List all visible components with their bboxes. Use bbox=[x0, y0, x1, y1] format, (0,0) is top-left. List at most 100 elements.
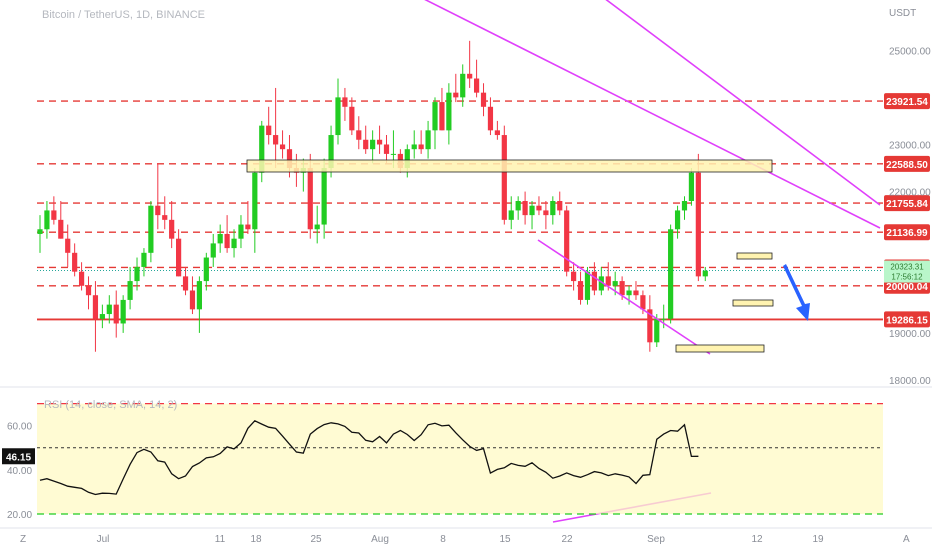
candle-body[interactable] bbox=[654, 318, 660, 343]
candle-body[interactable] bbox=[508, 210, 514, 220]
candle-body[interactable] bbox=[543, 210, 549, 216]
candle-body[interactable] bbox=[196, 281, 202, 310]
candle-body[interactable] bbox=[259, 125, 265, 173]
candle-body[interactable] bbox=[127, 281, 133, 300]
candle-body[interactable] bbox=[141, 252, 147, 267]
candle-body[interactable] bbox=[203, 257, 209, 282]
forecast-arrow-icon[interactable] bbox=[783, 264, 810, 321]
candle-body[interactable] bbox=[550, 201, 556, 216]
candle-body[interactable] bbox=[356, 130, 362, 140]
candle-body[interactable] bbox=[598, 276, 604, 291]
candle-body[interactable] bbox=[99, 314, 105, 319]
candle-body[interactable] bbox=[314, 224, 320, 230]
candle-body[interactable] bbox=[162, 215, 168, 220]
candle-body[interactable] bbox=[446, 92, 452, 131]
candle-body[interactable] bbox=[252, 172, 258, 230]
candle-body[interactable] bbox=[612, 281, 618, 286]
candle-body[interactable] bbox=[92, 295, 99, 319]
candle-body[interactable] bbox=[591, 271, 597, 291]
candle-body[interactable] bbox=[78, 271, 85, 286]
resistance-zone-box[interactable] bbox=[246, 159, 773, 173]
candle-body[interactable] bbox=[536, 205, 542, 211]
zone-box-2[interactable] bbox=[732, 299, 774, 307]
candle-body[interactable] bbox=[72, 252, 78, 272]
candle-body[interactable] bbox=[307, 168, 313, 230]
zone-box-3[interactable] bbox=[675, 344, 765, 353]
rsi-line[interactable] bbox=[39, 420, 699, 496]
candle-body[interactable] bbox=[169, 219, 175, 239]
candle-body[interactable] bbox=[134, 266, 140, 282]
candle-body[interactable] bbox=[695, 172, 701, 277]
candle-body[interactable] bbox=[155, 205, 161, 216]
candle-body[interactable] bbox=[58, 219, 64, 239]
candle-body[interactable] bbox=[113, 304, 119, 324]
candle-body[interactable] bbox=[633, 290, 639, 296]
candle-body[interactable] bbox=[189, 290, 196, 310]
candle-body[interactable] bbox=[473, 78, 480, 93]
candle-body[interactable] bbox=[577, 281, 584, 300]
auto-scale-icon[interactable]: A bbox=[903, 534, 910, 545]
candle-body[interactable] bbox=[432, 102, 438, 131]
candle-body[interactable] bbox=[571, 271, 577, 282]
candle-body[interactable] bbox=[335, 97, 341, 136]
candle-body[interactable] bbox=[425, 130, 431, 150]
candle-body[interactable] bbox=[681, 201, 688, 211]
candle-body[interactable] bbox=[460, 73, 466, 98]
candle-body[interactable] bbox=[342, 97, 348, 107]
candle-body[interactable] bbox=[584, 271, 591, 300]
candle-body[interactable] bbox=[480, 92, 487, 107]
candle-body[interactable] bbox=[363, 139, 369, 150]
candle-body[interactable] bbox=[349, 106, 355, 131]
candle-body[interactable] bbox=[626, 290, 632, 296]
candle-body[interactable] bbox=[44, 210, 50, 230]
candle-body[interactable] bbox=[148, 205, 154, 253]
candle-body[interactable] bbox=[383, 144, 390, 154]
candle-body[interactable] bbox=[605, 276, 611, 286]
candle-body[interactable] bbox=[210, 243, 216, 258]
trendline-upper-outer[interactable] bbox=[600, 0, 881, 206]
candle-body[interactable] bbox=[321, 168, 327, 225]
candle-body[interactable] bbox=[245, 224, 251, 230]
candle-body[interactable] bbox=[231, 238, 237, 249]
candle-body[interactable] bbox=[564, 210, 570, 272]
candle-body[interactable] bbox=[557, 201, 563, 211]
candle-body[interactable] bbox=[501, 135, 507, 220]
candle-body[interactable] bbox=[439, 102, 445, 131]
candle-body[interactable] bbox=[515, 201, 521, 211]
candle-body[interactable] bbox=[120, 299, 126, 324]
candle-body[interactable] bbox=[619, 281, 625, 296]
trendline-upper-inner[interactable] bbox=[420, 0, 881, 229]
candle-body[interactable] bbox=[51, 210, 57, 220]
trendline-lower[interactable] bbox=[537, 239, 711, 355]
candle-body[interactable] bbox=[390, 153, 397, 155]
candle-body[interactable] bbox=[411, 144, 417, 150]
candle-body[interactable] bbox=[273, 135, 279, 145]
candle-body[interactable] bbox=[688, 172, 695, 201]
candle-body[interactable] bbox=[266, 125, 272, 136]
candle-body[interactable] bbox=[224, 233, 230, 249]
candle-body[interactable] bbox=[418, 144, 424, 150]
candle-body[interactable] bbox=[674, 210, 681, 230]
candle-body[interactable] bbox=[217, 233, 223, 244]
candle-body[interactable] bbox=[279, 144, 286, 150]
candle-body[interactable] bbox=[668, 229, 674, 319]
candle-body[interactable] bbox=[467, 73, 473, 79]
candle-body[interactable] bbox=[65, 238, 71, 253]
candle-body[interactable] bbox=[376, 139, 383, 145]
candle-body[interactable] bbox=[106, 304, 112, 315]
candle-body[interactable] bbox=[238, 224, 244, 239]
candle-body[interactable] bbox=[176, 238, 182, 277]
candle-body[interactable] bbox=[522, 201, 528, 216]
candle-body[interactable] bbox=[453, 92, 459, 98]
candle-body[interactable] bbox=[85, 285, 92, 296]
candle-body[interactable] bbox=[702, 270, 708, 277]
candle-body[interactable] bbox=[529, 205, 535, 216]
candle-body[interactable] bbox=[640, 295, 646, 310]
timezone-icon[interactable]: Z bbox=[20, 534, 26, 545]
candle-body[interactable] bbox=[494, 130, 500, 136]
zone-box-1[interactable] bbox=[736, 252, 773, 260]
candle-body[interactable] bbox=[182, 276, 189, 291]
candle-body[interactable] bbox=[328, 135, 334, 169]
candle-body[interactable] bbox=[661, 318, 667, 320]
